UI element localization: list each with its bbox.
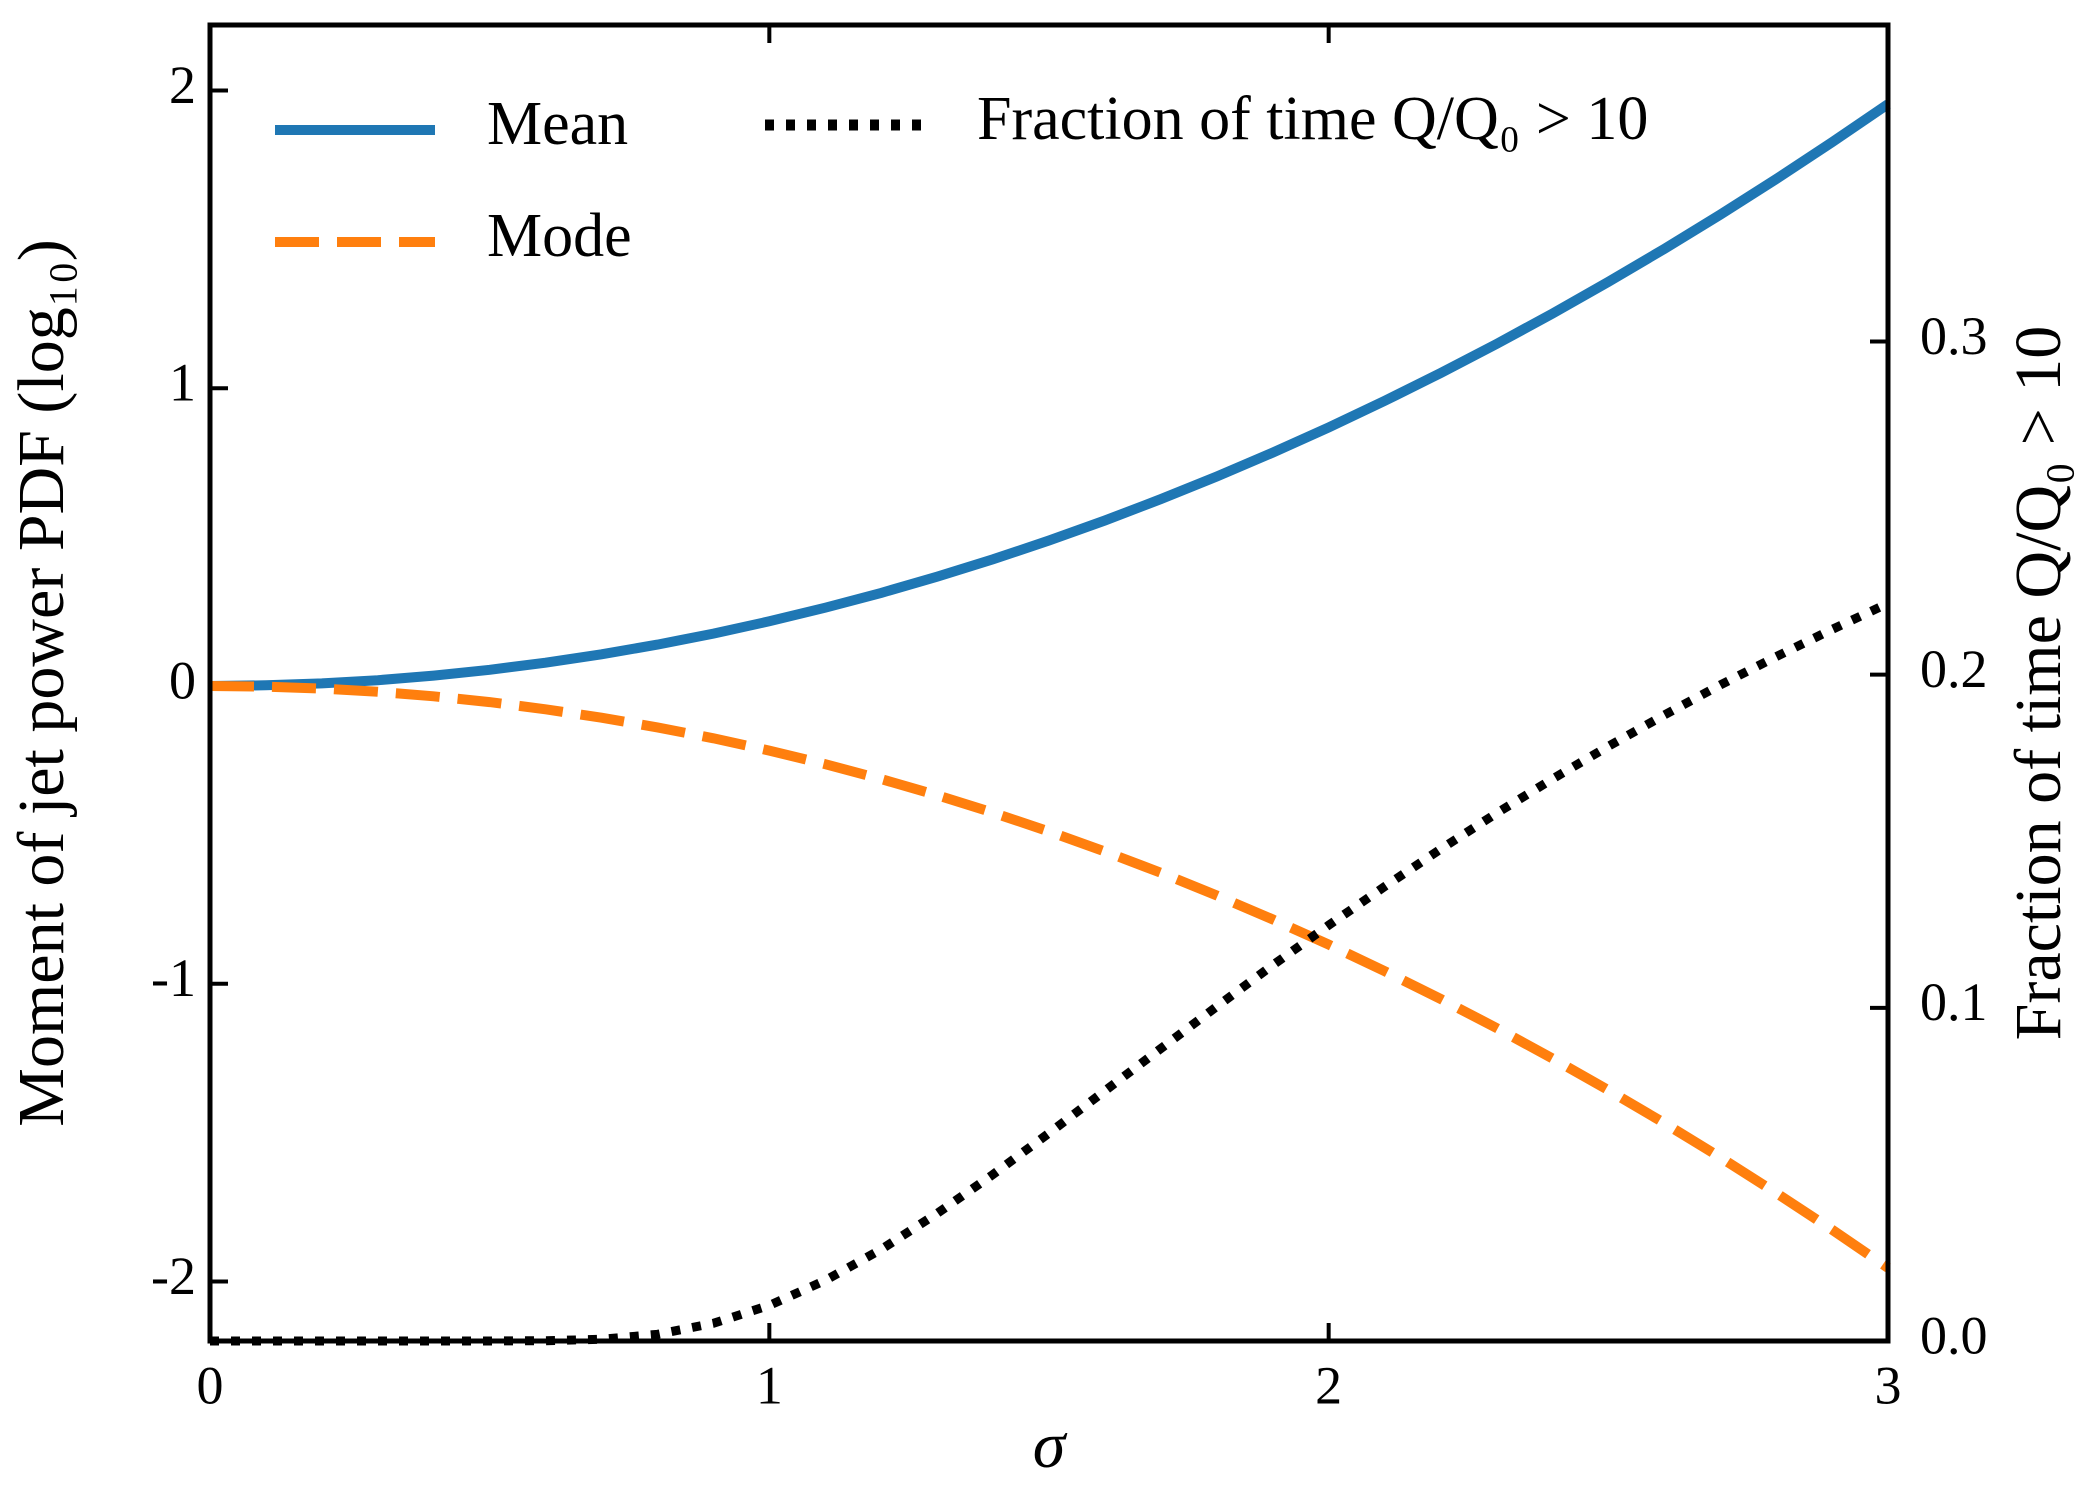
y2-tick-label: 0.3 [1920, 306, 1988, 366]
y2-axis-label: Fraction of time Q/Q₀ > 10 [2002, 326, 2075, 1041]
y2-tick-label: 0.0 [1920, 1305, 1988, 1365]
y-tick-label: -1 [151, 948, 196, 1008]
y-tick-label: -2 [151, 1246, 196, 1306]
y-axis-label: Moment of jet power PDF (log₁₀) [5, 239, 78, 1126]
x-tick-label: 1 [756, 1355, 783, 1415]
legend-label: Fraction of time Q/Q₀ > 10 [977, 85, 1648, 153]
line-series [209, 681, 1891, 1273]
x-tick-label: 3 [1875, 1355, 1902, 1415]
y-tick-label: 2 [169, 55, 196, 115]
y-tick-label: 1 [169, 353, 196, 413]
line-series [209, 99, 1891, 691]
y-tick-label: 0 [169, 650, 196, 710]
plot-frame [207, 22, 1891, 1344]
y2-tick-label: 0.1 [1920, 972, 1988, 1032]
x-axis-label: σ [1033, 1409, 1068, 1482]
x-tick-label: 0 [197, 1355, 224, 1415]
x-tick-label: 2 [1315, 1355, 1342, 1415]
legend-label: Mean [487, 90, 628, 158]
legend-label: Mode [487, 202, 632, 270]
y2-tick-label: 0.2 [1920, 639, 1988, 699]
line-series [210, 599, 1890, 1346]
